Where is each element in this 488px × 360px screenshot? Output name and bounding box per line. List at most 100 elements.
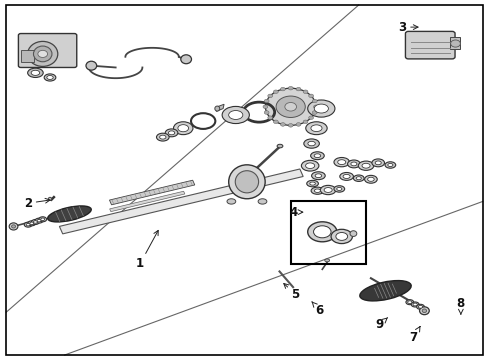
Ellipse shape [156,133,169,141]
Bar [21,50,34,62]
Ellipse shape [37,219,41,222]
Ellipse shape [173,122,193,135]
Ellipse shape [309,182,315,185]
Ellipse shape [337,160,345,165]
Ellipse shape [314,189,320,193]
Ellipse shape [307,222,336,242]
Ellipse shape [313,154,320,158]
Ellipse shape [412,303,416,306]
Ellipse shape [314,174,321,177]
Ellipse shape [235,171,258,193]
Ellipse shape [159,135,165,139]
Ellipse shape [31,220,39,225]
Bar [449,37,459,49]
Circle shape [273,90,278,94]
Circle shape [280,123,285,126]
Ellipse shape [24,222,32,227]
Text: 8: 8 [456,297,464,314]
Circle shape [276,96,305,117]
Ellipse shape [349,231,356,237]
Ellipse shape [419,307,428,315]
Ellipse shape [361,163,369,168]
Ellipse shape [33,46,52,62]
Polygon shape [216,104,224,111]
Text: 9: 9 [375,318,387,331]
Ellipse shape [28,221,36,226]
Ellipse shape [418,305,422,308]
Text: 2: 2 [24,197,50,210]
Ellipse shape [86,61,97,70]
Circle shape [264,99,268,103]
Ellipse shape [313,226,330,238]
Ellipse shape [168,131,174,135]
Ellipse shape [384,162,395,168]
Text: 3: 3 [398,21,417,33]
Ellipse shape [39,217,46,222]
Circle shape [267,116,272,120]
Ellipse shape [33,221,37,223]
Ellipse shape [374,161,381,165]
Ellipse shape [306,180,318,187]
Circle shape [303,120,307,123]
Circle shape [312,111,317,114]
Circle shape [267,94,272,98]
Ellipse shape [339,172,353,180]
Ellipse shape [358,161,373,170]
Ellipse shape [301,160,318,171]
Circle shape [308,116,313,120]
Circle shape [287,123,292,127]
Ellipse shape [347,160,360,168]
FancyBboxPatch shape [19,33,77,67]
Ellipse shape [305,122,326,135]
Ellipse shape [421,309,426,312]
Text: 1: 1 [136,230,158,270]
Ellipse shape [307,141,315,146]
Ellipse shape [350,162,356,166]
Ellipse shape [310,152,324,159]
Ellipse shape [305,163,314,168]
Ellipse shape [410,302,418,307]
Ellipse shape [178,125,188,132]
Ellipse shape [31,70,40,75]
Ellipse shape [28,41,58,66]
Bar [109,191,184,212]
Circle shape [285,103,296,111]
Ellipse shape [9,223,18,230]
Ellipse shape [303,139,319,148]
Circle shape [280,87,285,91]
Circle shape [312,99,317,103]
Circle shape [38,50,47,58]
Bar [109,180,194,205]
Circle shape [308,94,313,98]
Circle shape [295,123,300,126]
Ellipse shape [48,197,52,201]
Ellipse shape [41,218,44,221]
Ellipse shape [310,187,323,194]
Ellipse shape [30,222,34,225]
Ellipse shape [44,74,56,81]
Ellipse shape [26,224,30,226]
Ellipse shape [405,300,413,305]
Circle shape [264,111,268,114]
Ellipse shape [387,163,392,167]
Circle shape [295,87,300,91]
Ellipse shape [307,100,334,117]
Text: 4: 4 [288,206,302,219]
Bar [290,202,366,264]
Text: 5: 5 [283,283,299,301]
Ellipse shape [214,106,219,111]
Ellipse shape [335,233,347,240]
Ellipse shape [228,111,243,120]
Ellipse shape [222,107,249,123]
Ellipse shape [47,76,53,80]
Text: 6: 6 [311,302,324,317]
Ellipse shape [181,55,191,64]
Ellipse shape [416,304,424,309]
Ellipse shape [324,188,331,192]
Ellipse shape [47,206,91,222]
Text: 7: 7 [409,327,419,344]
Ellipse shape [330,229,352,244]
Ellipse shape [359,280,410,301]
Ellipse shape [226,199,235,204]
Bar [59,169,303,234]
